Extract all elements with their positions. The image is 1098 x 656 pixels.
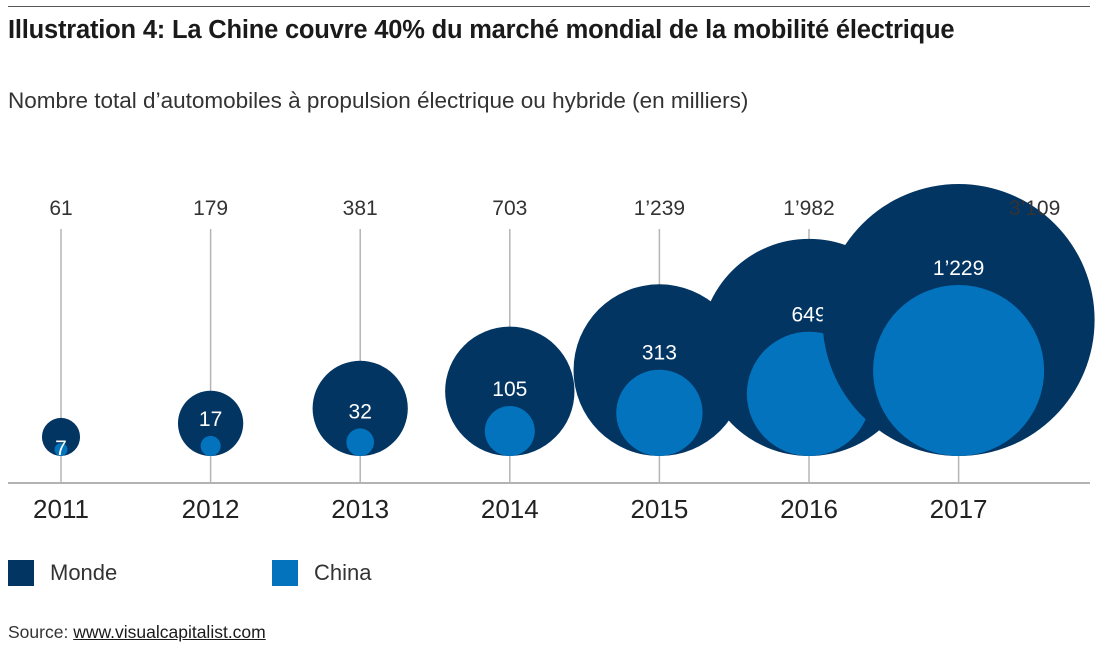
source-prefix: Source: bbox=[8, 622, 74, 642]
value-label-monde-2011: 61 bbox=[49, 197, 72, 220]
legend-item-monde: Monde bbox=[8, 560, 117, 586]
legend-swatch-china bbox=[272, 560, 298, 586]
value-label-monde-2017: 3’109 bbox=[1009, 197, 1060, 220]
value-label-china-2011: 7 bbox=[55, 437, 67, 460]
x-tick-label-2013: 2013 bbox=[331, 494, 389, 524]
legend-swatch-monde bbox=[8, 560, 34, 586]
legend-item-china: China bbox=[272, 560, 371, 586]
bubble-china-2012 bbox=[200, 435, 221, 456]
source-link[interactable]: www.visualcapitalist.com bbox=[73, 622, 266, 642]
x-tick-label-2012: 2012 bbox=[182, 494, 240, 524]
bubble-china-2015 bbox=[616, 369, 703, 456]
top-rule bbox=[8, 6, 1090, 7]
x-tick-label-2015: 2015 bbox=[630, 494, 688, 524]
bubble-chart: 61 7 2011 179 17 2012 381 32 2013 703 105 2014 1’239… bbox=[8, 184, 1095, 524]
bubble-monde-2012 bbox=[177, 390, 244, 457]
value-label-china-2017: 1’229 bbox=[933, 257, 984, 280]
bubble-monde-2013 bbox=[312, 360, 408, 456]
bubble-china-2017 bbox=[873, 284, 1045, 456]
bubble-china-2014 bbox=[484, 406, 535, 456]
value-label-monde-2014: 703 bbox=[492, 197, 527, 220]
legend-label-monde: Monde bbox=[50, 560, 118, 585]
value-label-china-2015: 313 bbox=[642, 342, 677, 365]
bubble-china-2013 bbox=[346, 428, 374, 456]
chart-subtitle: Nombre total d’automobiles à propulsion … bbox=[8, 88, 749, 113]
value-label-monde-2015: 1’239 bbox=[634, 197, 685, 220]
value-label-china-2012: 17 bbox=[199, 408, 222, 431]
value-label-china-2014: 105 bbox=[492, 378, 527, 401]
chart-title: Illustration 4: La Chine couvre 40% du m… bbox=[8, 16, 955, 44]
source-note: Source: www.visualcapitalist.com bbox=[8, 622, 266, 643]
x-tick-label-2011: 2011 bbox=[33, 494, 89, 524]
bubble-china-2011 bbox=[54, 443, 68, 456]
bubble-monde-2014 bbox=[445, 326, 575, 456]
value-label-monde-2012: 179 bbox=[193, 197, 228, 220]
legend-label-china: China bbox=[314, 560, 372, 585]
value-label-monde-2013: 381 bbox=[343, 197, 378, 220]
value-label-monde-2016: 1’982 bbox=[783, 197, 834, 220]
x-tick-label-2014: 2014 bbox=[481, 494, 539, 524]
x-tick-label-2017: 2017 bbox=[930, 494, 988, 524]
x-tick-label-2016: 2016 bbox=[780, 494, 838, 524]
bubble-monde-2011 bbox=[41, 417, 81, 456]
value-label-china-2016: 649 bbox=[791, 304, 826, 327]
value-label-china-2013: 32 bbox=[349, 400, 372, 423]
